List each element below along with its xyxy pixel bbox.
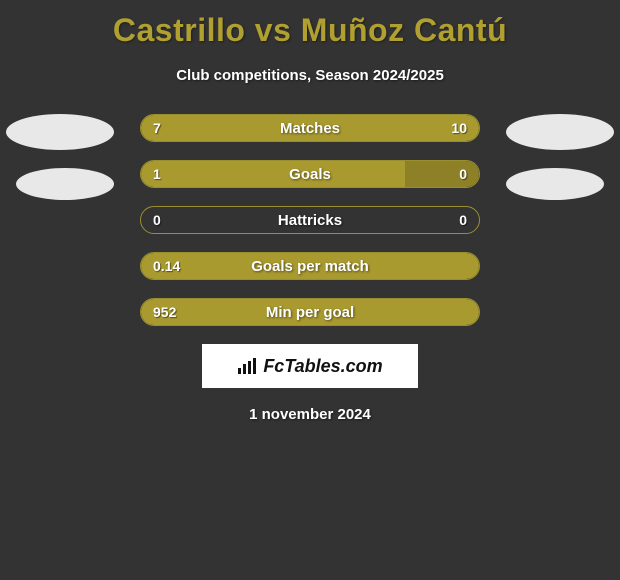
page-title: Castrillo vs Muñoz Cantú xyxy=(0,0,620,49)
bar-row: 952Min per goal xyxy=(140,298,480,326)
bars-container: 710Matches 10Goals 00Hattricks 0.14Goals pe… xyxy=(140,114,480,326)
player-left-avatar-2 xyxy=(16,168,114,200)
player-left-avatar xyxy=(6,114,114,150)
bar-label: Matches xyxy=(141,115,479,141)
bar-row: 00Hattricks xyxy=(140,206,480,234)
date-text: 1 november 2024 xyxy=(0,406,620,423)
bar-chart-icon xyxy=(237,357,259,375)
bar-row: 10Goals xyxy=(140,160,480,188)
bar-label: Goals xyxy=(141,161,479,187)
logo-box: FcTables.com xyxy=(202,344,418,388)
bar-label: Min per goal xyxy=(141,299,479,325)
player-right-avatar-2 xyxy=(506,168,604,200)
bar-label: Hattricks xyxy=(141,207,479,233)
bar-label: Goals per match xyxy=(141,253,479,279)
comparison-chart: 710Matches 10Goals 00Hattricks 0.14Goals pe… xyxy=(0,114,620,326)
logo-text: FcTables.com xyxy=(263,356,382,377)
player-right-avatar xyxy=(506,114,614,150)
logo: FcTables.com xyxy=(237,356,382,377)
subtitle: Club competitions, Season 2024/2025 xyxy=(0,67,620,84)
bar-row: 0.14Goals per match xyxy=(140,252,480,280)
bar-row: 710Matches xyxy=(140,114,480,142)
